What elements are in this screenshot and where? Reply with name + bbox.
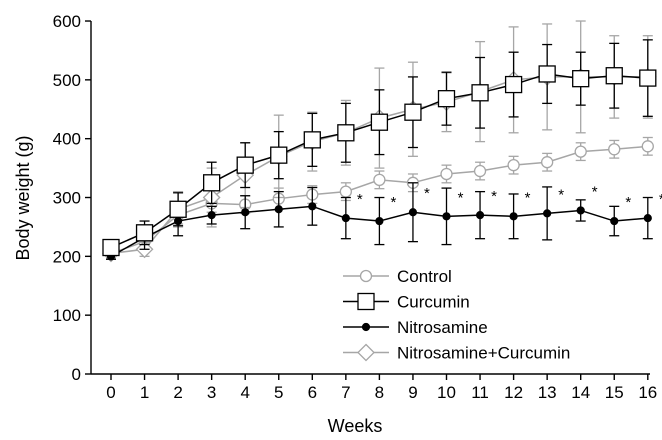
data-point xyxy=(574,145,587,158)
x-tick-label: 6 xyxy=(308,383,317,402)
data-point xyxy=(359,269,373,283)
significance-star: * xyxy=(491,188,497,205)
data-point xyxy=(641,140,654,153)
data-point xyxy=(610,216,619,226)
data-point xyxy=(357,343,375,362)
data-point xyxy=(509,212,518,221)
x-tick-label: 11 xyxy=(471,383,489,402)
legend-label: Curcumin xyxy=(397,293,470,312)
data-point xyxy=(236,156,254,174)
data-point xyxy=(337,124,355,142)
series-layer xyxy=(102,20,657,263)
data-point xyxy=(339,185,353,198)
legend-item: Curcumin xyxy=(343,293,470,312)
x-tick-label: 13 xyxy=(538,383,557,402)
x-tick-label: 3 xyxy=(207,383,216,402)
x-tick-label: 7 xyxy=(341,383,350,402)
data-point xyxy=(576,206,585,215)
data-point xyxy=(538,65,556,83)
data-point xyxy=(541,156,554,169)
x-tick-label: 14 xyxy=(571,383,590,402)
y-axis-title: Body weight (g) xyxy=(13,135,33,260)
significance-markers: * * * * * * * * * * xyxy=(357,183,662,211)
data-point xyxy=(475,211,485,220)
y-tick-label: 100 xyxy=(53,306,81,325)
legend-label: Nitrosamine+Curcumin xyxy=(397,344,570,363)
data-point xyxy=(440,167,453,181)
data-point xyxy=(608,143,621,156)
x-tick-label: 2 xyxy=(173,383,182,402)
x-tick-label: 4 xyxy=(240,383,249,402)
y-tick-label: 200 xyxy=(53,247,81,266)
x-tick-label: 10 xyxy=(437,383,456,402)
data-point xyxy=(473,164,487,178)
data-point xyxy=(202,174,221,192)
x-tick-label: 5 xyxy=(274,383,283,402)
y-tick-label: 300 xyxy=(53,189,81,208)
y-tick-label: 500 xyxy=(53,71,81,90)
data-point xyxy=(361,322,371,332)
significance-star: * xyxy=(525,189,531,206)
x-tick-label: 12 xyxy=(504,383,523,402)
significance-star: * xyxy=(357,191,363,208)
x-tick-label: 1 xyxy=(140,383,149,402)
data-point xyxy=(375,216,384,226)
data-point xyxy=(270,146,288,164)
data-point xyxy=(471,84,489,102)
data-point xyxy=(207,211,216,220)
x-tick-label: 8 xyxy=(375,383,384,402)
legend-label: Control xyxy=(397,267,452,286)
data-point xyxy=(102,238,120,257)
data-point xyxy=(572,70,590,88)
significance-star: * xyxy=(458,189,464,206)
data-point xyxy=(507,159,520,172)
data-point xyxy=(437,90,456,108)
x-tick-label: 0 xyxy=(106,383,115,402)
data-point xyxy=(241,208,250,217)
data-point xyxy=(370,113,389,131)
data-point xyxy=(639,69,657,87)
legend: Control Curcumin Nitrosamine Nitrosamine+Cu… xyxy=(343,267,570,363)
data-point xyxy=(135,224,154,242)
legend-item: Nitrosamine xyxy=(343,318,488,337)
series-control xyxy=(104,136,654,260)
data-point xyxy=(341,214,350,223)
data-point xyxy=(308,202,317,211)
data-point xyxy=(357,292,375,311)
series-curcumin xyxy=(102,39,657,257)
significance-star: * xyxy=(558,186,564,203)
significance-star: * xyxy=(625,194,631,211)
significance-star: * xyxy=(659,191,662,208)
x-axis-title: Weeks xyxy=(328,416,383,436)
y-tick-label: 0 xyxy=(72,365,81,384)
y-tick-label: 600 xyxy=(53,12,81,31)
data-point xyxy=(605,67,623,85)
significance-star: * xyxy=(390,194,396,211)
x-tick-label: 9 xyxy=(408,383,417,402)
legend-item: Control xyxy=(343,267,452,286)
data-point xyxy=(408,208,418,217)
data-point xyxy=(274,205,283,214)
y-tick-label: 400 xyxy=(53,130,81,149)
legend-label: Nitrosamine xyxy=(397,318,488,337)
data-point xyxy=(643,214,652,223)
data-point xyxy=(504,75,523,94)
data-point xyxy=(543,209,552,218)
data-point xyxy=(373,173,386,187)
legend-item: Nitrosamine+Curcumin xyxy=(343,344,570,363)
data-point xyxy=(169,200,187,218)
significance-star: * xyxy=(424,185,430,202)
series-nitrosamine xyxy=(106,182,653,261)
data-point xyxy=(404,103,422,121)
significance-star: * xyxy=(592,183,598,200)
data-point xyxy=(303,131,321,149)
data-point xyxy=(442,212,451,221)
x-tick-label: 15 xyxy=(605,383,624,402)
x-tick-label: 16 xyxy=(638,383,657,402)
